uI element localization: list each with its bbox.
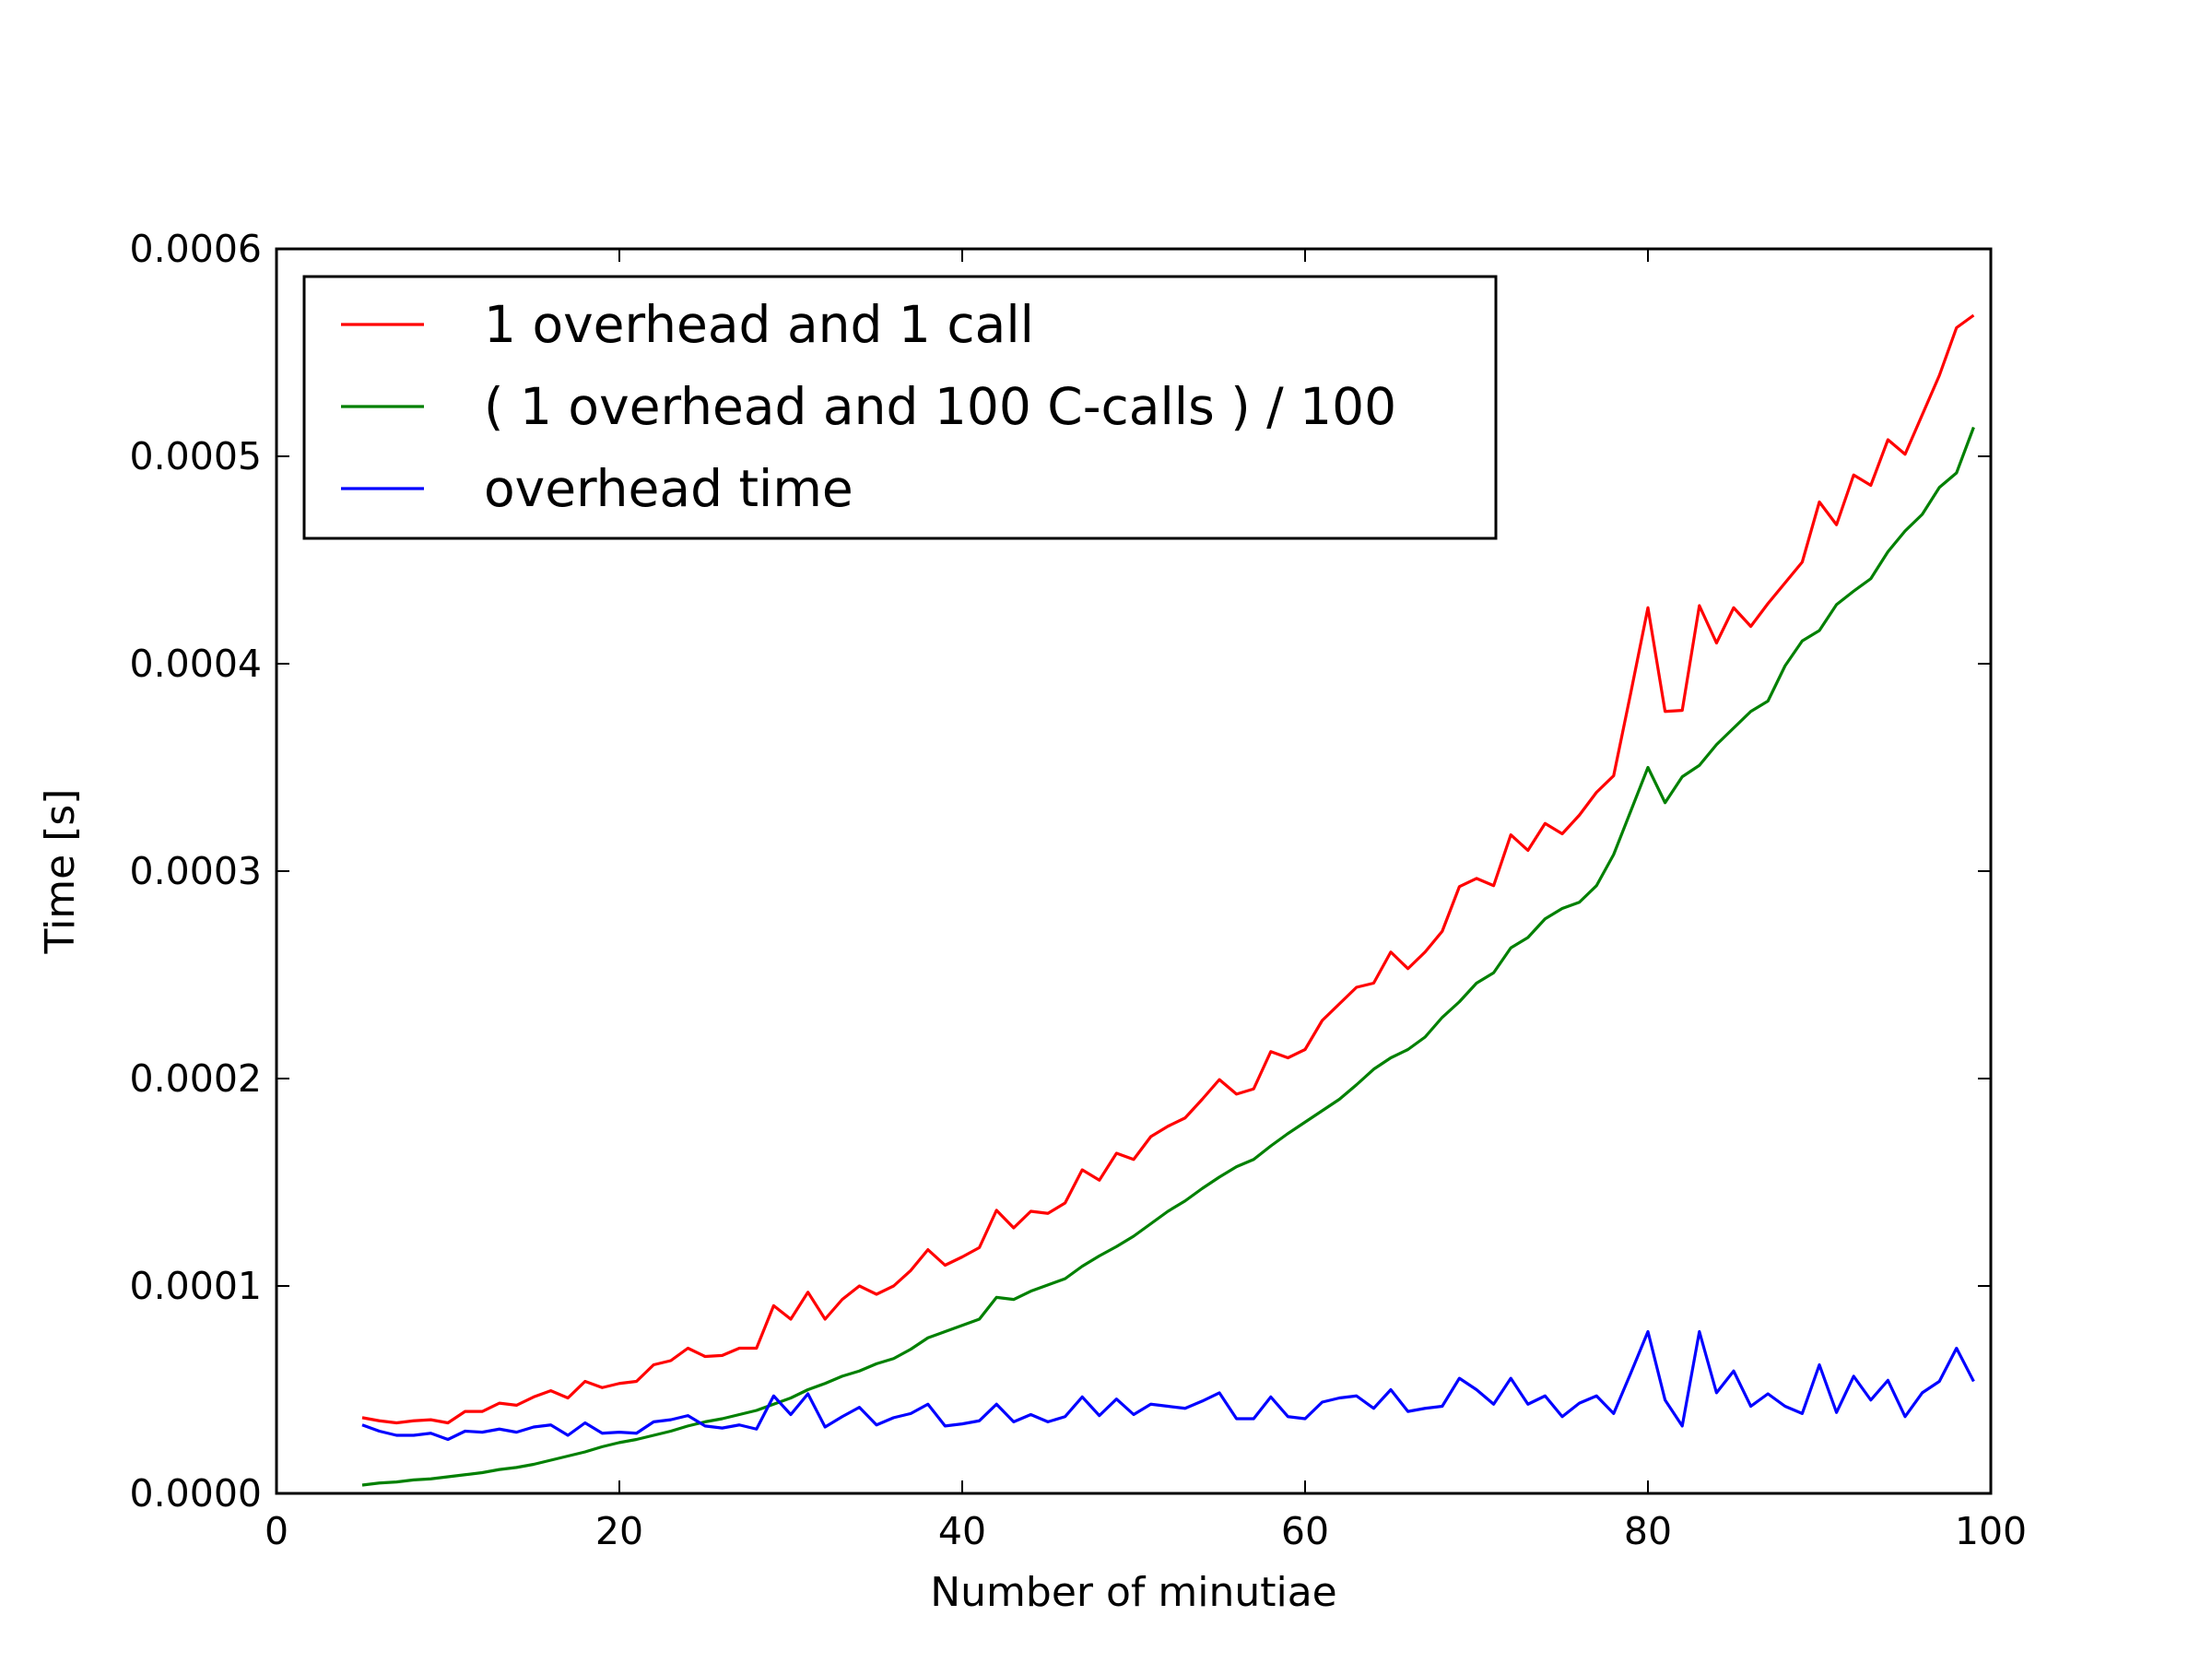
x-tick-label: 20 <box>595 1509 643 1553</box>
x-tick-label: 0 <box>265 1509 288 1553</box>
plot-frame <box>275 247 1993 1495</box>
tick-layer: 0 20 40 60 80 100 0.0000 0.0001 0.0002 0.0003 0.00… <box>130 227 2028 1553</box>
y-tick-label: 0.0000 <box>130 1471 262 1516</box>
x-tick-label: 80 <box>1624 1509 1672 1553</box>
y-tick-label: 0.0001 <box>130 1264 262 1308</box>
legend-label-2: ( 1 overhead and 100 C-calls ) / 100 <box>484 377 1396 436</box>
legend-label-1: 1 overhead and 1 call <box>484 295 1034 354</box>
series-line-2 <box>361 426 1975 1487</box>
series-layer <box>361 313 1975 1487</box>
series-line-3 <box>361 1329 1975 1442</box>
y-tick-label: 0.0004 <box>130 642 262 686</box>
series-line-1 <box>361 313 1975 1425</box>
x-tick-label: 100 <box>1955 1509 2027 1553</box>
y-tick-label: 0.0003 <box>130 849 262 893</box>
y-tick-label: 0.0006 <box>130 227 262 271</box>
y-tick-label: 0.0002 <box>130 1056 262 1101</box>
x-axis-label: Number of minutiae <box>930 1569 1337 1616</box>
legend-label-3: overhead time <box>484 459 853 518</box>
legend: 1 overhead and 1 call ( 1 overhead and 10… <box>302 275 1498 540</box>
x-tick-label: 60 <box>1281 1509 1329 1553</box>
y-tick-label: 0.0005 <box>130 434 262 478</box>
x-tick-label: 40 <box>938 1509 986 1553</box>
legend-frame <box>302 275 1498 540</box>
y-axis-label: Time [s] <box>37 789 84 955</box>
